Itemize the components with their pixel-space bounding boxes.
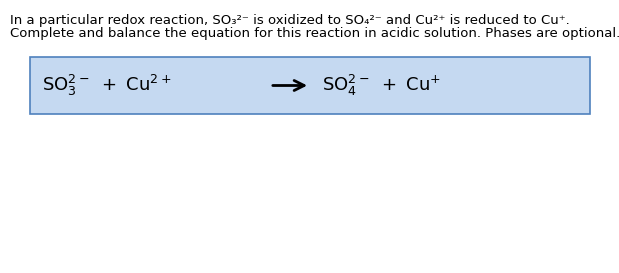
Text: $\mathsf{SO_3^{2-}}$$\mathsf{\ +\ Cu^{2+}}$: $\mathsf{SO_3^{2-}}$$\mathsf{\ +\ Cu^{2+… <box>42 73 171 98</box>
Text: $\mathsf{SO_4^{2-}}$$\mathsf{\ +\ Cu^{+}}$: $\mathsf{SO_4^{2-}}$$\mathsf{\ +\ Cu^{+}… <box>322 73 441 98</box>
FancyBboxPatch shape <box>30 57 590 114</box>
Text: Complete and balance the equation for this reaction in acidic solution. Phases a: Complete and balance the equation for th… <box>10 27 619 40</box>
Text: In a particular redox reaction, SO₃²⁻ is oxidized to SO₄²⁻ and Cu²⁺ is reduced t: In a particular redox reaction, SO₃²⁻ is… <box>10 14 569 27</box>
